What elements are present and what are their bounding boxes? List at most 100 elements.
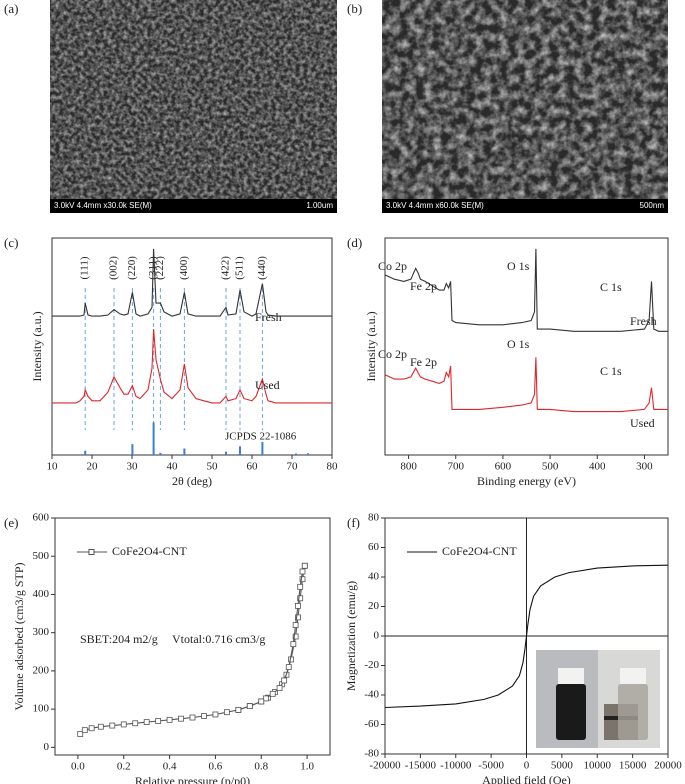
reference-bar <box>307 453 309 455</box>
y-axis-label: Intensity (a.u.) <box>364 311 378 381</box>
peak-label: (400) <box>178 256 190 280</box>
marker <box>297 595 304 602</box>
y-tick-label: -40 <box>364 689 379 701</box>
marker <box>281 677 288 684</box>
marker <box>301 562 308 569</box>
series-line <box>52 329 332 404</box>
x-tick-label: 1.0 <box>300 761 314 773</box>
series-label: Used <box>630 416 655 430</box>
reference-bar <box>261 441 264 455</box>
marker <box>299 568 306 575</box>
x-tick-label: 500 <box>542 461 559 473</box>
annotation: Fe 2p <box>410 279 437 293</box>
peak-label: (422) <box>220 256 232 280</box>
reference-bar <box>183 448 186 455</box>
y-tick-label: 0 <box>374 630 380 642</box>
marker <box>285 664 292 670</box>
marker <box>269 690 276 697</box>
x-tick-label: 0.2 <box>117 761 131 773</box>
y-tick-label: 500 <box>33 550 50 562</box>
reference-label: JCPDS 22-1086 <box>225 431 297 443</box>
series-line <box>384 248 668 332</box>
y-tick-label: -80 <box>364 748 379 760</box>
x-tick-label: 800 <box>400 461 417 473</box>
sem-image-a <box>50 0 337 213</box>
marker <box>295 603 301 609</box>
y-tick-label: 40 <box>368 571 380 583</box>
marker <box>276 685 283 692</box>
x-tick-label: 30 <box>127 461 139 473</box>
y-axis-label: Volume adsorbed (cm3/g STP) <box>12 562 26 710</box>
x-tick-label: -15000 <box>405 760 437 772</box>
inset-photo <box>536 650 660 748</box>
y-tick-label: 100 <box>33 703 50 715</box>
marker <box>97 723 104 730</box>
panel-label: (d) <box>347 235 362 250</box>
marker <box>235 706 242 713</box>
x-tick-label: 10000 <box>584 760 612 772</box>
peak-label: (002) <box>108 256 120 280</box>
marker <box>223 709 230 716</box>
annotation: SBET:204 m2/g <box>80 632 158 646</box>
caption: 3.0kV 4.4mm x60.0k SE(M) <box>386 201 484 210</box>
legend-label: CoFe2O4-CNT <box>442 544 517 558</box>
x-tick-label: 10 <box>47 461 59 473</box>
marker <box>155 718 162 724</box>
annotation: C 1s <box>600 280 622 294</box>
caption: 3.0kV 4.4mm x30.0k SE(M) <box>54 201 152 210</box>
y-tick-label: 600 <box>33 512 50 524</box>
scale: 500nm <box>640 201 665 210</box>
x-tick-label: 20000 <box>654 760 682 772</box>
series-line <box>52 248 332 317</box>
x-tick-label: 0.4 <box>163 761 177 773</box>
annotation: O 1s <box>507 259 530 273</box>
marker <box>262 695 269 702</box>
marker <box>258 698 265 705</box>
plot-frame <box>54 517 331 756</box>
y-tick-label: -20 <box>364 659 379 671</box>
x-tick-label: 70 <box>287 461 299 473</box>
marker <box>295 614 301 621</box>
peak-label: (511) <box>234 256 246 280</box>
x-tick-label: 15000 <box>619 760 647 772</box>
x-tick-label: 40 <box>167 461 179 473</box>
plot-frame <box>384 237 669 456</box>
peak-label: (222) <box>154 256 166 280</box>
x-tick-label: -5000 <box>478 760 504 772</box>
legend-label: CoFe2O4-CNT <box>112 544 187 558</box>
marker <box>120 721 127 728</box>
x-tick-label: -10000 <box>440 760 472 772</box>
marker <box>189 714 196 721</box>
annotation: O 1s <box>507 337 530 351</box>
x-tick-label: 300 <box>636 461 653 473</box>
marker <box>178 715 184 722</box>
reference-bar <box>239 446 241 455</box>
y-tick-label: 200 <box>33 664 50 676</box>
annotation: Co 2p <box>378 347 407 361</box>
x-tick-label: 80 <box>327 461 339 473</box>
series-line <box>384 564 669 709</box>
panel-label: (f) <box>347 515 360 530</box>
marker <box>299 576 306 583</box>
x-tick-label: 20 <box>87 461 99 473</box>
x-axis-label: Applied field (Oe) <box>482 773 571 784</box>
legend-marker <box>88 549 95 555</box>
y-tick-label: 400 <box>33 588 50 600</box>
panel-label: (b) <box>347 1 362 16</box>
x-axis-label: Binding energy (eV) <box>477 474 576 488</box>
x-tick-label: 0.8 <box>254 761 268 773</box>
reference-bar <box>159 452 162 455</box>
x-axis-label: Relative pressure (p/p0) <box>135 774 250 784</box>
marker <box>166 716 173 723</box>
series-label: Fresh <box>630 314 657 328</box>
panel-label: (a) <box>4 1 18 16</box>
marker <box>292 633 299 640</box>
x-tick-label: 600 <box>495 461 512 473</box>
x-tick-label: 50 <box>207 461 219 473</box>
series-line <box>384 357 668 413</box>
annotation: Fe 2p <box>410 355 437 369</box>
annotation: Vtotal:0.716 cm3/g <box>172 632 265 646</box>
marker <box>88 725 95 732</box>
panel-label: (e) <box>4 515 18 530</box>
